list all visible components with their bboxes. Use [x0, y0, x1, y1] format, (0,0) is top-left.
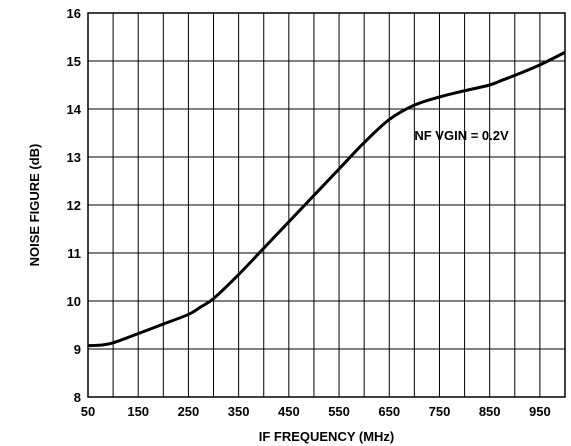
nf-vgin-annotation: NF VGIN = 0.2V	[414, 128, 509, 143]
plot-area-frame	[87, 12, 566, 398]
y-tick-label-14: 14	[67, 102, 82, 117]
x-tick-label-250: 250	[178, 404, 200, 419]
x-tick-label-550: 550	[328, 404, 350, 419]
y-tick-label-15: 15	[67, 54, 81, 69]
x-tick-label-450: 450	[278, 404, 300, 419]
y-tick-label-12: 12	[67, 198, 81, 213]
x-tick-label-350: 350	[228, 404, 250, 419]
y-tick-label-8: 8	[74, 390, 81, 405]
x-tick-label-150: 150	[127, 404, 149, 419]
grid-lines	[87, 12, 566, 398]
x-tick-label-950: 950	[529, 404, 551, 419]
x-tick-label-650: 650	[378, 404, 400, 419]
y-tick-label-16: 16	[67, 6, 81, 21]
x-tick-label-50: 50	[81, 404, 95, 419]
x-tick-label-850: 850	[479, 404, 501, 419]
x-tick-label-750: 750	[429, 404, 451, 419]
x-axis-title: IF FREQUENCY (MHz)	[259, 429, 395, 444]
y-tick-label-13: 13	[67, 150, 81, 165]
y-axis-tick-labels: 8 9 10 11 12 13 14 15 16	[67, 6, 82, 405]
x-axis-tick-labels: 50 150 250 350 450 550 650 750 850 950	[81, 404, 551, 419]
noise-figure-series-line	[87, 51, 566, 348]
y-tick-label-11: 11	[67, 246, 81, 261]
y-tick-label-10: 10	[67, 294, 81, 309]
y-axis-title: NOISE FIGURE (dB)	[27, 144, 42, 267]
y-tick-label-9: 9	[74, 342, 81, 357]
